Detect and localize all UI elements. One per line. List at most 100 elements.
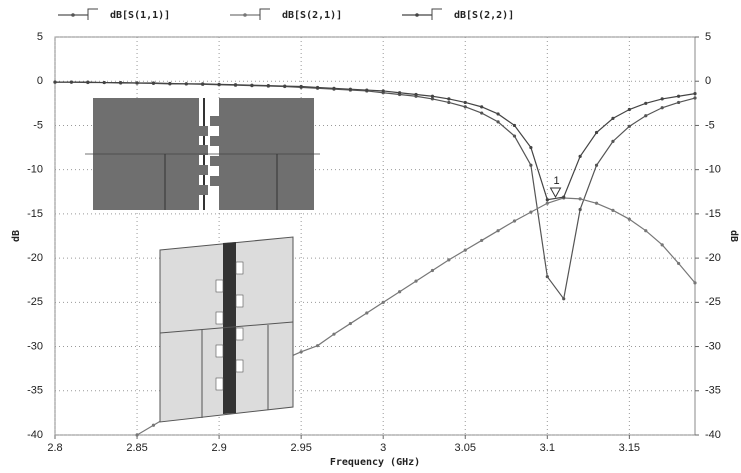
point	[300, 350, 303, 353]
point	[365, 88, 368, 91]
point	[496, 229, 499, 232]
y2-tick-label: -15	[705, 208, 721, 220]
y-tick-label: -15	[27, 208, 43, 220]
point	[529, 164, 532, 167]
legend-text: dB[S(2,1)]	[282, 10, 342, 21]
point	[168, 82, 171, 85]
point	[579, 208, 582, 211]
legend-box	[432, 9, 442, 20]
y2-tick-label: -40	[705, 429, 721, 441]
y-tick-label: -25	[27, 296, 43, 308]
point	[677, 95, 680, 98]
point	[267, 84, 270, 87]
point	[529, 146, 532, 149]
y-tick-label: -20	[27, 252, 43, 264]
y-tick-label: -35	[27, 385, 43, 397]
y-axis-label: dB	[11, 230, 22, 242]
y2-tick-label: -35	[705, 385, 721, 397]
point	[349, 88, 352, 91]
point	[693, 92, 696, 95]
legend-marker	[71, 13, 75, 17]
point	[513, 124, 516, 127]
point	[447, 101, 450, 104]
point	[283, 84, 286, 87]
point	[546, 275, 549, 278]
point	[513, 219, 516, 222]
x-tick-label: 2.95	[290, 442, 311, 454]
point	[316, 86, 319, 89]
point	[546, 202, 549, 205]
point	[349, 322, 352, 325]
y-tick-label: -40	[27, 429, 43, 441]
point	[496, 112, 499, 115]
plot-area	[55, 37, 695, 435]
point	[86, 81, 89, 84]
point	[365, 311, 368, 314]
legend-text: dB[S(2,2)]	[454, 10, 514, 21]
point	[316, 344, 319, 347]
point	[201, 82, 204, 85]
y-tick-label: -5	[33, 119, 43, 131]
y2-tick-label: 0	[705, 75, 711, 87]
point	[464, 105, 467, 108]
y2-tick-label: -30	[705, 340, 721, 352]
point	[234, 83, 237, 86]
point	[464, 249, 467, 252]
point	[447, 97, 450, 100]
y2-tick-label: -10	[705, 164, 721, 176]
x-tick-label: 3	[380, 442, 386, 454]
point	[431, 269, 434, 272]
point	[332, 333, 335, 336]
point	[611, 140, 614, 143]
point	[480, 105, 483, 108]
legend-box	[88, 9, 98, 20]
point	[579, 155, 582, 158]
point	[300, 85, 303, 88]
legend-marker	[243, 13, 247, 17]
point	[103, 81, 106, 84]
point	[661, 106, 664, 109]
x-tick-label: 3.1	[540, 442, 555, 454]
point	[218, 83, 221, 86]
point	[431, 95, 434, 98]
point	[644, 102, 647, 105]
point	[496, 120, 499, 123]
point	[332, 87, 335, 90]
point	[185, 82, 188, 85]
x-tick-label: 3.15	[619, 442, 640, 454]
x-tick-label: 2.8	[47, 442, 62, 454]
y2-tick-label: -25	[705, 296, 721, 308]
point	[250, 84, 253, 87]
point	[135, 433, 138, 436]
point	[414, 93, 417, 96]
x-tick-label: 2.9	[211, 442, 226, 454]
point	[447, 258, 450, 261]
point	[562, 297, 565, 300]
point	[611, 209, 614, 212]
point	[152, 81, 155, 84]
point	[70, 81, 73, 84]
y2-tick-label: -20	[705, 252, 721, 264]
legend-box	[260, 9, 270, 20]
chart: 2.82.852.92.9533.053.13.1550-5-10-15-20-…	[0, 0, 741, 473]
point	[677, 262, 680, 265]
legend: dB[S(1,1)]dB[S(2,1)]dB[S(2,2)]	[58, 9, 514, 21]
point	[119, 81, 122, 84]
point	[382, 89, 385, 92]
point	[595, 131, 598, 134]
point	[546, 198, 549, 201]
point	[398, 91, 401, 94]
point	[677, 101, 680, 104]
point	[529, 211, 532, 214]
x-tick-label: 2.85	[126, 442, 147, 454]
y-tick-label: -10	[27, 164, 43, 176]
point	[628, 108, 631, 111]
point	[562, 195, 565, 198]
y2-axis-label: dB	[728, 230, 739, 242]
point	[693, 96, 696, 99]
y2-tick-label: -5	[705, 119, 715, 131]
point	[644, 114, 647, 117]
y-tick-label: 0	[37, 75, 43, 87]
y2-tick-label: 5	[705, 31, 711, 43]
point	[628, 218, 631, 221]
